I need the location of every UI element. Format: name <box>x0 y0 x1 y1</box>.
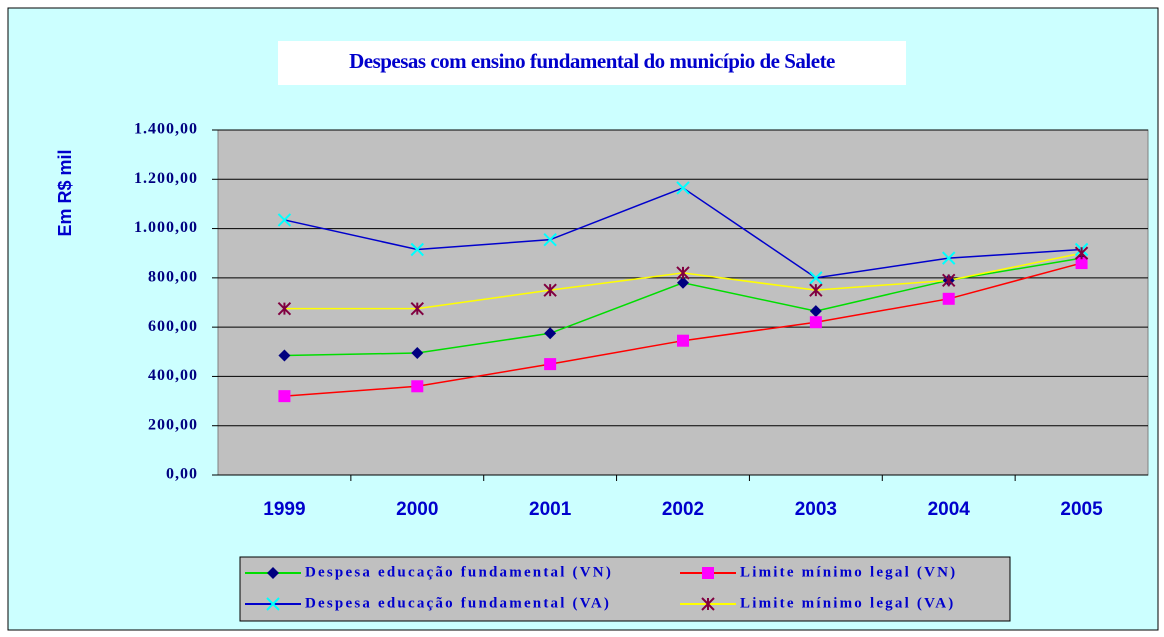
marker <box>266 597 280 611</box>
legend-label: Limite mínimo legal (VN) <box>740 564 957 580</box>
y-tick-label: 400,00 <box>148 367 198 384</box>
legend-label: Despesa educação fundamental (VA) <box>305 595 611 611</box>
legend <box>239 556 1011 622</box>
x-tick-label: 2001 <box>529 499 572 520</box>
marker <box>942 273 956 288</box>
x-tick-label: 2002 <box>662 499 704 520</box>
legend-entry: Limite mínimo legal (VN) <box>680 564 957 580</box>
chart-title: Despesas com ensino fundamental do munic… <box>349 49 835 73</box>
marker <box>410 242 424 257</box>
x-tick-label: 2005 <box>1060 499 1103 520</box>
plot-area <box>217 129 1149 476</box>
marker <box>277 213 292 227</box>
marker <box>677 276 689 289</box>
marker <box>702 567 714 579</box>
marker <box>809 271 823 285</box>
x-tick-label: 1999 <box>263 499 305 520</box>
y-axis-label: Em R$ mil <box>55 149 75 236</box>
marker <box>809 283 823 297</box>
marker <box>701 597 715 611</box>
y-tick-label: 800,00 <box>148 269 198 286</box>
marker <box>410 301 424 316</box>
marker <box>544 327 557 340</box>
legend-label: Despesa educação fundamental (VN) <box>305 564 613 580</box>
x-tick-label: 2004 <box>928 499 971 520</box>
y-tick-label: 0,00 <box>166 466 198 483</box>
y-tick-label: 200,00 <box>148 416 198 433</box>
marker <box>942 292 955 305</box>
marker <box>676 181 690 195</box>
y-tick-label: 1.200,00 <box>134 170 198 187</box>
marker <box>543 232 557 247</box>
legend-entry: Despesa educação fundamental (VN) <box>245 564 613 580</box>
marker <box>809 316 822 329</box>
title-box <box>278 41 906 85</box>
marker <box>942 251 956 265</box>
x-tick-label: 2003 <box>795 499 837 520</box>
marker <box>278 349 291 362</box>
marker <box>1074 246 1089 260</box>
legend-label: Limite mínimo legal (VA) <box>740 595 955 611</box>
y-tick-label: 1.000,00 <box>134 219 198 236</box>
marker <box>676 266 690 280</box>
marker <box>411 380 424 393</box>
marker <box>677 334 689 347</box>
legend-entry: Despesa educação fundamental (VA) <box>245 595 611 611</box>
marker <box>277 301 292 316</box>
legend-entry: Limite mínimo legal (VA) <box>680 595 955 611</box>
y-tick-label: 600,00 <box>148 318 198 335</box>
marker <box>543 283 557 297</box>
marker <box>809 305 822 318</box>
marker <box>267 567 279 579</box>
marker <box>1075 257 1088 270</box>
x-tick-label: 2000 <box>396 499 438 520</box>
marker <box>278 390 291 403</box>
marker <box>411 347 424 360</box>
y-tick-label: 1.400,00 <box>134 121 198 138</box>
marker <box>544 358 557 371</box>
